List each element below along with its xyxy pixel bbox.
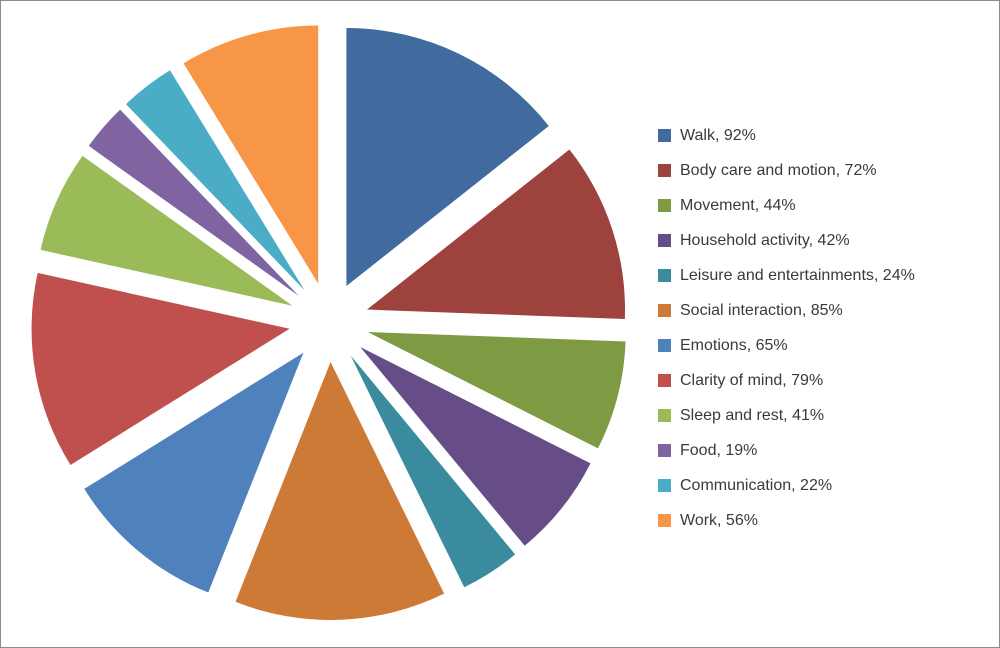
legend-swatch bbox=[658, 269, 671, 282]
legend-swatch bbox=[658, 409, 671, 422]
pie-slice-walk bbox=[346, 28, 549, 286]
legend-item: Emotions, 65% bbox=[658, 328, 988, 363]
legend-swatch bbox=[658, 304, 671, 317]
legend-swatch bbox=[658, 164, 671, 177]
legend-item: Household activity, 42% bbox=[658, 223, 988, 258]
pie-slice-communication bbox=[125, 70, 305, 291]
legend-label: Work, 56% bbox=[680, 511, 758, 529]
legend-item: Food, 19% bbox=[658, 433, 988, 468]
legend-item: Leisure and entertainments, 24% bbox=[658, 258, 988, 293]
pie-slice-body-care-and-motion bbox=[367, 149, 626, 320]
pie-slice-emotions bbox=[84, 352, 304, 593]
legend-label: Body care and motion, 72% bbox=[680, 161, 877, 179]
legend-item: Body care and motion, 72% bbox=[658, 153, 988, 188]
legend-item: Sleep and rest, 41% bbox=[658, 398, 988, 433]
legend-swatch bbox=[658, 479, 671, 492]
legend-swatch bbox=[658, 234, 671, 247]
pie-slice-leisure-and-entertainments bbox=[350, 355, 516, 588]
pie-slice-work bbox=[183, 25, 319, 284]
legend-swatch bbox=[658, 199, 671, 212]
legend-label: Sleep and rest, 41% bbox=[680, 406, 825, 424]
legend-item: Walk, 92% bbox=[658, 118, 988, 153]
legend-label: Emotions, 65% bbox=[680, 336, 788, 354]
legend-item: Clarity of mind, 79% bbox=[658, 363, 988, 398]
legend-swatch bbox=[658, 444, 671, 457]
pie-slice-household-activity bbox=[360, 346, 591, 546]
legend-swatch bbox=[658, 514, 671, 527]
legend-label: Household activity, 42% bbox=[680, 231, 850, 249]
legend-label: Social interaction, 85% bbox=[680, 301, 843, 319]
legend-swatch bbox=[658, 374, 671, 387]
legend-label: Food, 19% bbox=[680, 441, 758, 459]
chart-legend: Walk, 92% Body care and motion, 72% Moveme… bbox=[658, 118, 988, 538]
legend-label: Movement, 44% bbox=[680, 196, 796, 214]
pie-slice-clarity-of-mind bbox=[31, 272, 290, 465]
legend-label: Communication, 22% bbox=[680, 476, 833, 494]
legend-label: Leisure and entertainments, 24% bbox=[680, 266, 915, 284]
pie-slice-food bbox=[88, 109, 299, 296]
pie-slice-movement bbox=[367, 331, 626, 449]
legend-label: Clarity of mind, 79% bbox=[680, 371, 824, 389]
pie-slice-sleep-and-rest bbox=[40, 155, 293, 306]
pie-slice-social-interaction bbox=[235, 361, 445, 620]
legend-item: Work, 56% bbox=[658, 503, 988, 538]
legend-item: Social interaction, 85% bbox=[658, 293, 988, 328]
legend-item: Movement, 44% bbox=[658, 188, 988, 223]
legend-swatch bbox=[658, 339, 671, 352]
legend-label: Walk, 92% bbox=[680, 126, 756, 144]
legend-item: Communication, 22% bbox=[658, 468, 988, 503]
legend-swatch bbox=[658, 129, 671, 142]
